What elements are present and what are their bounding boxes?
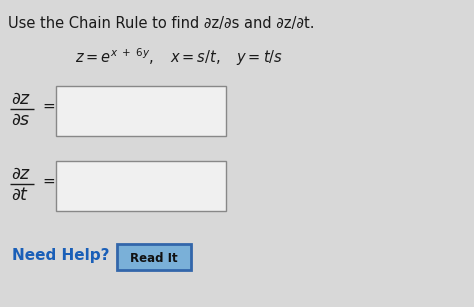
Text: $\partial s$: $\partial s$	[11, 111, 31, 129]
Text: =: =	[42, 173, 55, 188]
Text: $\partial z$: $\partial z$	[11, 165, 31, 183]
Text: Read It: Read It	[130, 251, 178, 265]
FancyBboxPatch shape	[117, 244, 191, 270]
Text: =: =	[42, 99, 55, 114]
Text: Use the Chain Rule to find ∂z/∂s and ∂z/∂t.: Use the Chain Rule to find ∂z/∂s and ∂z/…	[8, 16, 315, 31]
Text: $\partial t$: $\partial t$	[11, 186, 29, 204]
FancyBboxPatch shape	[56, 161, 226, 211]
FancyBboxPatch shape	[56, 86, 226, 136]
Text: $z = e^{x\ +\ \mathregular{6}y},$   $x = s/t,$   $y = t/s$: $z = e^{x\ +\ \mathregular{6}y},$ $x = s…	[75, 46, 283, 68]
Text: Need Help?: Need Help?	[12, 248, 109, 263]
Text: $\partial z$: $\partial z$	[11, 90, 31, 108]
